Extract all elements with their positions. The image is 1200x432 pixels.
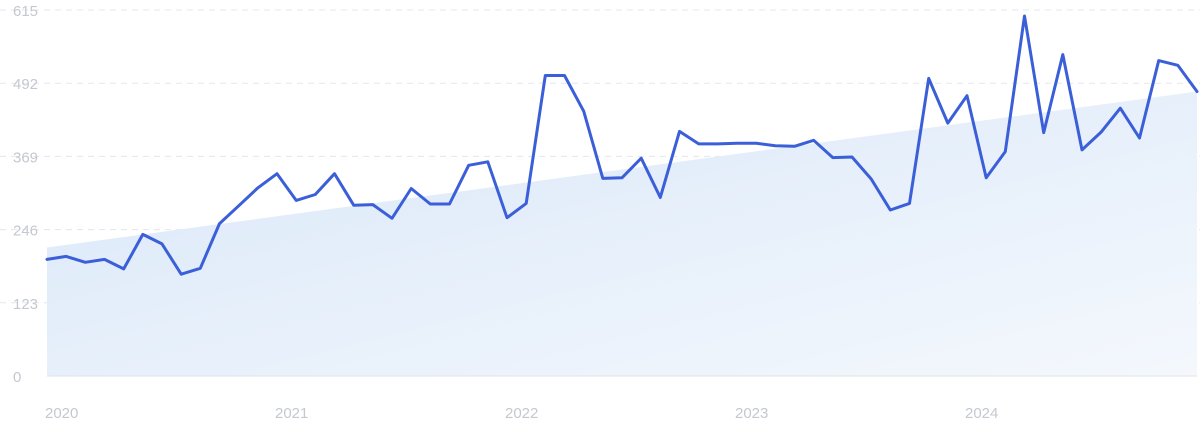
x-tick-label: 2021 xyxy=(275,405,308,422)
series-line xyxy=(45,14,1199,276)
y-tick-label: 0 xyxy=(13,369,21,386)
x-tick-label: 2020 xyxy=(45,405,78,422)
x-tick-label: 2024 xyxy=(965,405,998,422)
y-tick-label: 246 xyxy=(13,223,38,240)
y-tick-label: 492 xyxy=(13,76,38,93)
x-tick-label: 2022 xyxy=(505,405,538,422)
x-axis-ticks: 2020 2021 2022 2023 2024 xyxy=(45,405,998,422)
trend-area xyxy=(47,91,1197,376)
x-tick-label: 2023 xyxy=(735,405,768,422)
y-tick-label: 123 xyxy=(13,296,38,313)
y-tick-label: 369 xyxy=(13,149,38,166)
y-tick-label: 615 xyxy=(13,3,38,20)
y-axis-ticks: 0 123 246 369 492 615 xyxy=(13,3,38,386)
